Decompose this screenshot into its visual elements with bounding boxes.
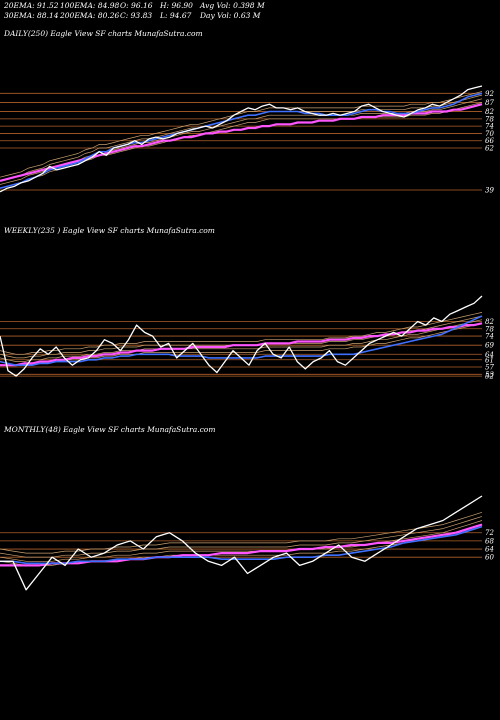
monthly-tick-label: 64 [485, 546, 494, 554]
daily-ema-fast-line [0, 92, 483, 189]
daily-price-line [0, 85, 483, 193]
weekly-price-line [0, 295, 483, 377]
weekly-tick-label: 57 [485, 364, 494, 372]
daily-ma-band-line [0, 102, 483, 189]
monthly-tick-label: 60 [485, 554, 494, 562]
stat-close: C: 93.83 [120, 11, 152, 20]
monthly-ma-band-line [0, 520, 483, 562]
stat-day-vol: Day Vol: 0.63 M [199, 11, 261, 20]
daily-ma-band-line [0, 91, 483, 178]
weekly-ma-band-line [0, 319, 483, 362]
weekly-tick-label: 69 [485, 342, 494, 350]
stat-100ema: 100EMA: 84.98 [60, 1, 119, 10]
stat-200ema: 200EMA: 80.26 [59, 11, 119, 20]
daily-tick-label: 74 [485, 123, 494, 131]
monthly-panel-title: MONTHLY(48) Eagle View SF charts MunafaS… [3, 425, 215, 434]
stat-high: H: 96.90 [159, 1, 193, 10]
weekly-tick-label: 74 [485, 333, 494, 341]
daily-ema-slow-line [0, 103, 483, 182]
weekly-ma-band-line [0, 312, 483, 355]
weekly-tick-label: 53 [485, 371, 494, 379]
stat-30ema: 30EMA: 88.14 [4, 11, 59, 20]
header-stats: 20EMA: 91.52 100EMA: 84.98 O: 96.16 H: 9… [3, 1, 265, 20]
weekly-ma-band-line [0, 315, 483, 359]
monthly-tick-label: 72 [485, 529, 494, 537]
stat-low: L: 94.67 [159, 11, 192, 20]
daily-tick-label: 78 [485, 115, 494, 123]
daily-panel-title: DAILY(250) Eagle View SF charts MunafaSu… [3, 29, 203, 38]
daily-tick-label: 82 [485, 108, 494, 116]
stat-20ema: 20EMA: 91.52 [3, 1, 59, 10]
monthly-ema-slow-line [0, 523, 483, 567]
daily-tick-label: 62 [485, 145, 494, 153]
daily-tick-label: 87 [485, 99, 494, 107]
daily-tick-label: 39 [485, 187, 494, 195]
daily-tick-label: 92 [485, 90, 494, 98]
daily-tick-label: 70 [485, 130, 494, 138]
monthly-price-line [0, 495, 483, 591]
daily-ma-band-line [0, 94, 483, 182]
weekly-ema-slow-line [0, 322, 483, 367]
weekly-tick-label: 61 [485, 356, 494, 364]
weekly-tick-label: 78 [485, 325, 494, 333]
daily-tick-label: 66 [485, 137, 494, 145]
weekly-tick-label: 52 [485, 373, 494, 381]
stat-avg-vol: Avg Vol: 0.398 M [199, 1, 265, 10]
weekly-tick-label: 64 [485, 351, 494, 359]
monthly-ma-band-line [0, 516, 483, 558]
weekly-tick-label: 82 [485, 318, 494, 326]
monthly-tick-label: 68 [485, 537, 494, 545]
monthly-ema-fast-line [0, 525, 483, 565]
weekly-panel-title: WEEKLY(235 ) Eagle View SF charts Munafa… [4, 226, 215, 235]
stat-open: O: 96.16 [120, 1, 153, 10]
